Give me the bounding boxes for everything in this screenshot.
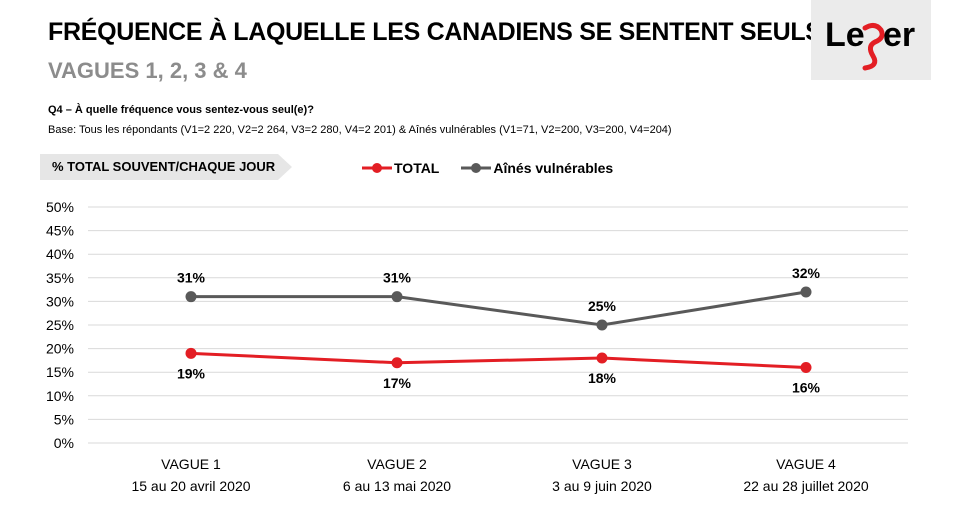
x-category-date: 6 au 13 mai 2020 (343, 478, 451, 494)
series-line-aines (191, 290, 807, 327)
data-labels: 19% 17% 18% 16% 31% 31% 25% 32% (177, 265, 821, 396)
leger-logo-mark: Le er (825, 16, 915, 71)
legend-marker-total (362, 163, 392, 173)
data-point (185, 291, 197, 303)
base-text: Base: Tous les répondants (V1=2 220, V2=… (48, 124, 672, 136)
measure-tag-shape (40, 154, 292, 180)
data-point (596, 319, 608, 331)
y-tick-label: 40% (46, 246, 74, 262)
leger-logo-text: Le (825, 16, 865, 54)
data-label: 16% (792, 379, 821, 395)
y-tick-label: 0% (54, 435, 74, 451)
data-point (185, 347, 197, 359)
y-axis-ticks: 0% 5% 10% 15% 20% 25% 30% 35% 40% 45% 50% (46, 199, 74, 451)
y-tick-label: 15% (46, 364, 74, 380)
y-tick-label: 50% (46, 199, 74, 215)
y-tick-label: 10% (46, 388, 74, 404)
x-category-label: VAGUE 4 (776, 456, 836, 472)
legend-item-total: TOTAL (362, 160, 439, 176)
x-category-label: VAGUE 3 (572, 456, 632, 472)
data-label: 31% (177, 270, 206, 286)
y-tick-label: 35% (46, 270, 74, 286)
chart-series (185, 286, 812, 373)
legend-label-aines: Aînés vulnérables (493, 160, 614, 176)
x-category-label: VAGUE 1 (161, 456, 221, 472)
data-label: 18% (588, 370, 617, 386)
page-title: FRÉQUENCE À LAQUELLE LES CANADIENS SE SE… (48, 18, 822, 46)
x-category-date: 22 au 28 juillet 2020 (743, 478, 869, 494)
x-category-date: 3 au 9 juin 2020 (552, 478, 652, 494)
data-label: 17% (383, 375, 412, 391)
data-point (391, 357, 403, 369)
measure-label: % TOTAL SOUVENT/CHAQUE JOUR (52, 159, 276, 174)
data-point (800, 361, 812, 373)
data-label: 32% (792, 265, 821, 281)
data-point (391, 291, 403, 303)
data-point (800, 286, 812, 298)
question-text: Q4 – À quelle fréquence vous sentez-vous… (48, 104, 314, 116)
legend-marker-aines (461, 163, 492, 173)
leger-logo-g-swash (862, 22, 885, 71)
y-tick-label: 25% (46, 317, 74, 333)
chart-grid (88, 206, 908, 444)
data-label: 25% (588, 298, 617, 314)
leger-logo-text-end: er (883, 16, 915, 54)
y-tick-label: 30% (46, 293, 74, 309)
x-category-date: 15 au 20 avril 2020 (131, 478, 250, 494)
data-label: 31% (383, 270, 412, 286)
legend-label-total: TOTAL (394, 160, 440, 176)
leger-logo: Le er (811, 0, 931, 80)
y-tick-label: 45% (46, 223, 74, 239)
chart-legend: TOTAL Aînés vulnérables (362, 159, 635, 177)
series-line-total (190, 351, 807, 369)
data-point (596, 352, 608, 364)
data-label: 19% (177, 365, 206, 381)
measure-tag: % TOTAL SOUVENT/CHAQUE JOUR (40, 154, 292, 180)
y-tick-label: 5% (54, 411, 74, 427)
x-category-label: VAGUE 2 (367, 456, 427, 472)
legend-item-aines: Aînés vulnérables (461, 160, 613, 176)
x-axis-categories: VAGUE 1 15 au 20 avril 2020 VAGUE 2 6 au 13… (131, 456, 868, 494)
y-tick-label: 20% (46, 341, 74, 357)
page-subtitle: VAGUES 1, 2, 3 & 4 (48, 58, 247, 83)
